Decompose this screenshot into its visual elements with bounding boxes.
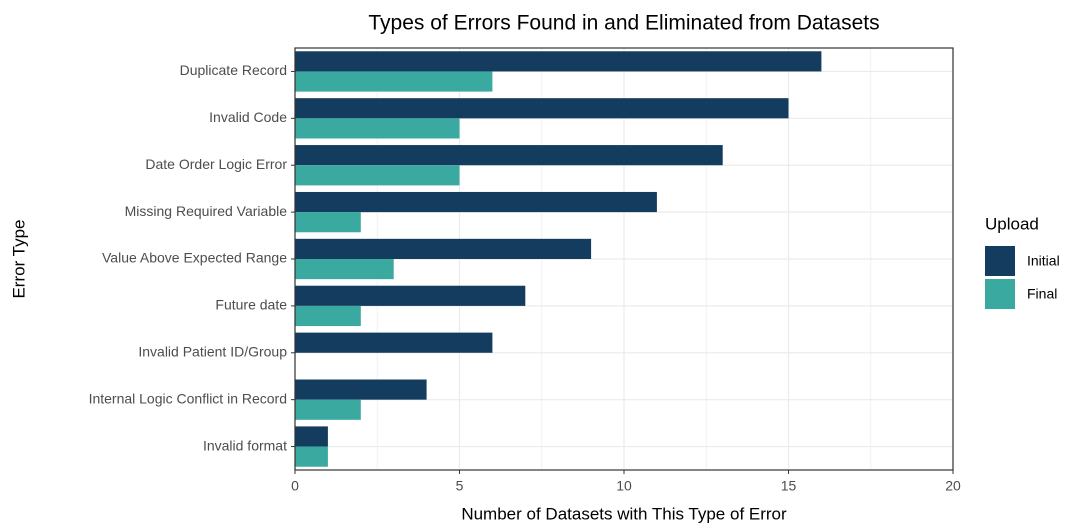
y-tick-label: Invalid format (203, 437, 287, 453)
bar (295, 98, 789, 119)
legend-label: Initial (1027, 253, 1060, 269)
bar (295, 191, 657, 213)
legend-label: Final (1027, 286, 1057, 302)
x-tick-label: 15 (781, 478, 797, 494)
bar (295, 305, 361, 327)
legend-title: Upload (985, 214, 1039, 233)
bar (295, 446, 328, 467)
bar (295, 165, 460, 186)
plot-border (294, 47, 954, 471)
y-tick-label: Invalid Code (209, 109, 287, 125)
y-axis-title: Error Type (9, 219, 28, 298)
legend-key (985, 246, 1015, 276)
y-tick-label: Invalid Patient ID/Group (138, 343, 287, 359)
x-tick-label: 10 (616, 478, 632, 494)
bar (295, 426, 328, 447)
y-tick-label: Duplicate Record (180, 62, 287, 78)
bar (295, 71, 493, 92)
bar (295, 118, 460, 139)
y-tick-label: Internal Logic Conflict in Record (89, 390, 287, 406)
x-tick-label: 0 (291, 478, 299, 494)
y-tick-label: Date Order Logic Error (145, 156, 287, 172)
bar (295, 212, 361, 233)
bar (295, 145, 723, 166)
legend-key (985, 279, 1015, 309)
bar (295, 51, 822, 72)
x-axis-title: Number of Datasets with This Type of Err… (461, 504, 787, 523)
chart-title: Types of Errors Found in and Eliminated … (368, 12, 879, 35)
bar (295, 379, 427, 400)
y-tick-label: Value Above Expected Range (102, 250, 287, 266)
x-tick-label: 5 (456, 478, 464, 494)
x-tick-label: 20 (945, 478, 961, 494)
bar (295, 285, 526, 306)
bar (295, 332, 493, 353)
bar (295, 399, 361, 420)
y-tick-label: Missing Required Variable (125, 203, 288, 219)
bar (295, 259, 394, 280)
bar (295, 238, 592, 259)
y-tick-label: Future date (215, 297, 287, 313)
